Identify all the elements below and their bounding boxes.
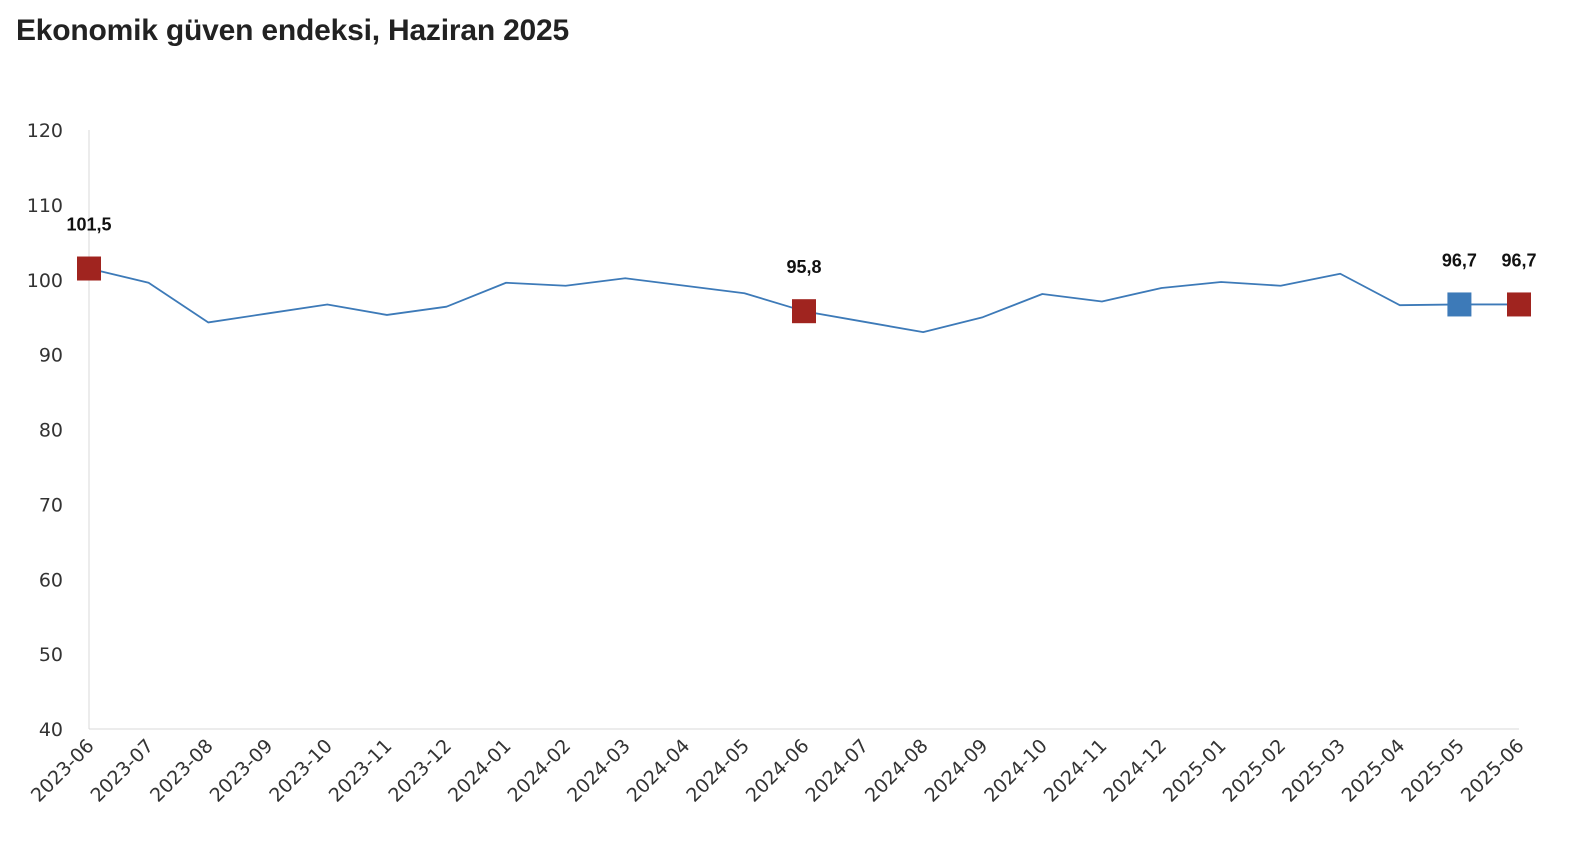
x-tick-label: 2025-03 <box>1278 735 1350 807</box>
data-point <box>267 312 269 314</box>
x-tick-label: 2025-01 <box>1159 735 1231 807</box>
data-labels: 101,5 95,8 96,7 96,7 <box>66 215 1536 278</box>
x-tick-label: 2024-05 <box>682 735 754 807</box>
data-point <box>147 282 149 284</box>
y-axis: 120 110 100 90 80 70 60 50 40 <box>27 120 90 741</box>
x-tick-label: 2023-06 <box>27 735 99 807</box>
y-tick-label: 80 <box>39 420 63 442</box>
y-tick-label: 50 <box>39 644 63 666</box>
x-tick-label: 2023-11 <box>325 735 397 807</box>
data-point <box>1101 300 1103 302</box>
data-point <box>445 306 447 308</box>
x-tick-label: 2025-02 <box>1219 735 1291 807</box>
x-tick-label: 2023-09 <box>206 735 278 807</box>
x-tick-label: 2023-10 <box>265 735 337 807</box>
data-point <box>1279 285 1281 287</box>
y-tick-label: 90 <box>39 345 63 367</box>
data-point <box>922 331 924 333</box>
data-point <box>386 314 388 316</box>
y-tick-label: 70 <box>39 494 63 516</box>
chart-title: Ekonomik güven endeksi, Haziran 2025 <box>16 14 570 47</box>
highlight-marker <box>1507 292 1531 317</box>
x-tick-label: 2024-12 <box>1099 735 1171 807</box>
data-label: 96,7 <box>1501 250 1536 270</box>
x-tick-label: 2024-06 <box>742 735 814 807</box>
x-tick-label: 2023-07 <box>86 735 158 807</box>
y-tick-label: 110 <box>27 195 63 217</box>
x-tick-label: 2025-04 <box>1338 735 1410 807</box>
data-point <box>1399 304 1401 306</box>
data-label: 95,8 <box>786 257 821 277</box>
data-point <box>1339 273 1341 275</box>
x-tick-label: 2024-04 <box>623 735 695 807</box>
x-tick-label: 2024-10 <box>980 735 1052 807</box>
data-point <box>684 285 686 287</box>
highlight-marker <box>1447 292 1472 317</box>
x-tick-label: 2025-06 <box>1457 735 1529 807</box>
data-point <box>743 292 745 294</box>
x-tick-label: 2025-05 <box>1397 735 1469 807</box>
data-point <box>1041 293 1043 295</box>
x-tick-label: 2024-07 <box>801 735 873 807</box>
data-label: 96,7 <box>1442 250 1477 270</box>
data-point <box>982 316 984 318</box>
highlight-marker <box>77 256 101 281</box>
x-tick-label: 2023-08 <box>146 735 218 807</box>
data-point <box>1220 281 1222 283</box>
y-tick-label: 120 <box>27 120 63 142</box>
data-point <box>505 282 507 284</box>
x-tick-label: 2023-12 <box>384 735 456 807</box>
x-tick-label: 2024-09 <box>921 735 993 807</box>
highlight-markers <box>77 256 1531 324</box>
x-tick-label: 2024-11 <box>1040 735 1112 807</box>
data-point <box>862 320 864 322</box>
highlight-marker <box>792 299 816 324</box>
data-point <box>326 303 328 305</box>
x-tick-label: 2024-02 <box>504 735 576 807</box>
data-label: 101,5 <box>66 215 111 235</box>
x-tick-label: 2024-01 <box>444 735 516 807</box>
x-tick-label: 2024-08 <box>861 735 933 807</box>
data-point <box>564 285 566 287</box>
y-tick-label: 60 <box>39 569 63 591</box>
x-axis: 2023-062023-072023-082023-092023-102023-… <box>27 728 1529 807</box>
data-point <box>624 277 626 279</box>
x-tick-label: 2024-03 <box>563 735 635 807</box>
data-point <box>1160 287 1162 289</box>
y-tick-label: 100 <box>27 270 63 292</box>
y-tick-label: 40 <box>39 719 63 741</box>
data-point <box>207 321 209 323</box>
